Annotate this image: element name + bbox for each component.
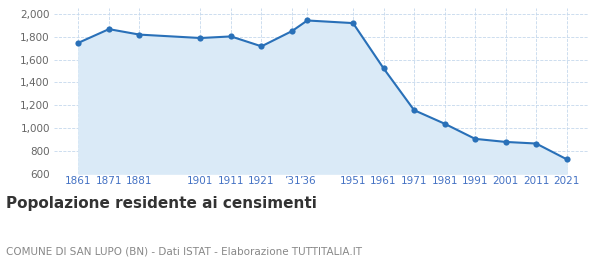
- Point: [348, 21, 358, 25]
- Point: [134, 32, 144, 37]
- Point: [302, 18, 312, 23]
- Point: [532, 141, 541, 146]
- Point: [74, 41, 83, 45]
- Point: [287, 29, 297, 33]
- Point: [440, 122, 449, 126]
- Text: COMUNE DI SAN LUPO (BN) - Dati ISTAT - Elaborazione TUTTITALIA.IT: COMUNE DI SAN LUPO (BN) - Dati ISTAT - E…: [6, 246, 362, 256]
- Point: [257, 44, 266, 48]
- Point: [562, 157, 571, 162]
- Point: [196, 36, 205, 40]
- Point: [501, 140, 511, 144]
- Text: Popolazione residente ai censimenti: Popolazione residente ai censimenti: [6, 196, 317, 211]
- Point: [104, 27, 114, 31]
- Point: [470, 137, 480, 141]
- Point: [409, 108, 419, 112]
- Point: [379, 66, 388, 71]
- Point: [226, 34, 236, 39]
